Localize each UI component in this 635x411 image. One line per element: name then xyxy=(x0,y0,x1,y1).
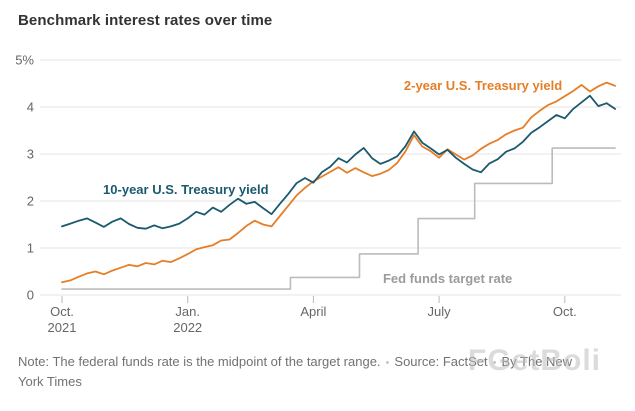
x-tick-label: Oct. xyxy=(553,304,577,319)
y-tick-label: 3 xyxy=(27,147,34,162)
x-tick-label: Oct. xyxy=(50,304,74,319)
series-label: 2-year U.S. Treasury yield xyxy=(404,78,562,93)
x-tick-label: July xyxy=(428,304,452,319)
y-tick-label: 2 xyxy=(27,194,34,209)
x-tick-label: 2021 xyxy=(48,320,77,335)
x-tick-label: April xyxy=(300,304,326,319)
bullet-separator: • xyxy=(385,357,390,369)
source-text: Source: FactSet xyxy=(394,354,488,369)
series-line xyxy=(61,147,616,290)
series-line xyxy=(61,94,616,230)
byline-text: By The New York Times xyxy=(18,354,573,390)
series-label: Fed funds target rate xyxy=(383,271,512,286)
series-label: 10-year U.S. Treasury yield xyxy=(103,182,269,197)
y-tick-label: 5% xyxy=(15,53,34,68)
y-tick-label: 4 xyxy=(27,100,34,115)
x-tick-label: 2022 xyxy=(173,320,202,335)
note-text: Note: The federal funds rate is the midp… xyxy=(18,354,381,369)
footnote: Note: The federal funds rate is the midp… xyxy=(18,352,596,392)
bullet-separator: • xyxy=(492,357,497,369)
y-tick-label: 1 xyxy=(27,241,34,256)
series-line xyxy=(61,81,616,284)
chart-title: Benchmark interest rates over time xyxy=(18,12,273,29)
y-tick-label: 0 xyxy=(27,288,34,303)
x-tick-label: Jan. xyxy=(175,304,200,319)
